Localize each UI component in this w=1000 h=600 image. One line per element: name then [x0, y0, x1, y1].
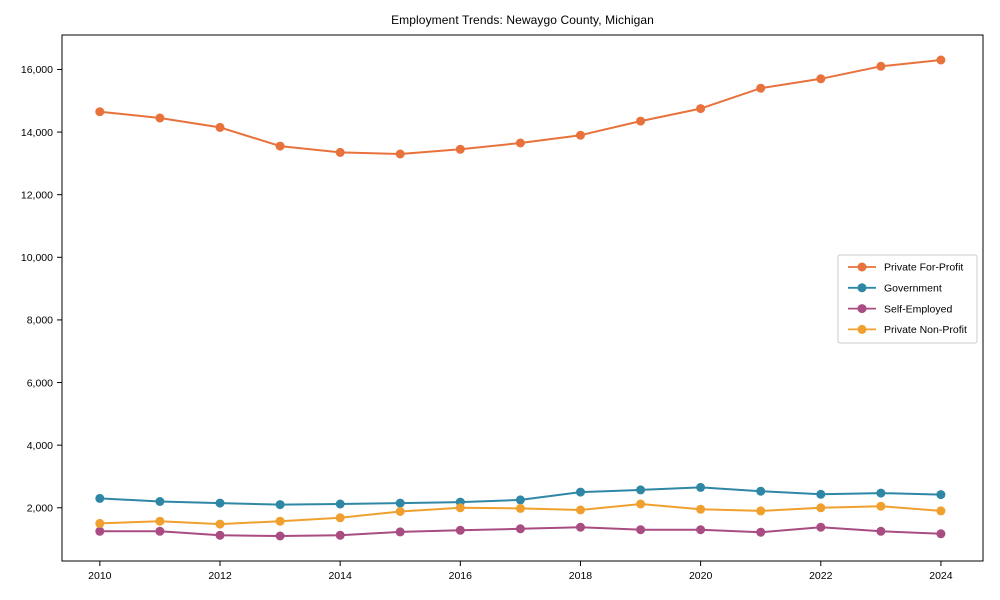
data-point-marker — [335, 530, 345, 540]
data-point-marker — [636, 485, 646, 495]
legend-item-private-non-profit: Private Non-Profit — [848, 324, 967, 336]
data-point-marker — [816, 74, 826, 84]
data-point-marker — [876, 526, 886, 536]
data-point-marker — [275, 141, 285, 151]
data-point-marker — [576, 487, 585, 497]
legend-label: Private For-Profit — [884, 262, 963, 274]
data-point-marker — [636, 525, 646, 535]
x-axis-tick-label: 2016 — [449, 570, 473, 582]
data-point-marker — [395, 149, 405, 159]
data-point-marker — [275, 500, 285, 510]
data-point-marker — [816, 522, 826, 532]
legend-item-government: Government — [848, 283, 942, 295]
data-point-marker — [816, 503, 826, 513]
legend-box — [837, 254, 978, 344]
data-point-marker — [576, 522, 585, 532]
y-axis-tick-label: 10,000 — [21, 252, 53, 264]
data-point-marker — [576, 505, 585, 515]
series-self-employed — [95, 522, 946, 541]
data-point-marker — [876, 501, 886, 511]
data-point-marker — [756, 527, 766, 537]
data-point-marker — [275, 531, 285, 541]
data-point-marker — [756, 506, 766, 516]
legend-marker-icon — [857, 262, 867, 272]
legend-label: Private Non-Profit — [884, 324, 967, 336]
data-point-marker — [696, 525, 706, 535]
data-point-marker — [756, 486, 766, 496]
y-axis-tick-label: 12,000 — [21, 189, 53, 201]
data-point-marker — [275, 516, 285, 526]
data-point-marker — [515, 495, 525, 505]
data-point-marker — [395, 498, 405, 508]
data-point-marker — [515, 503, 525, 513]
data-point-marker — [455, 525, 465, 535]
data-point-marker — [576, 130, 585, 140]
data-point-marker — [395, 507, 405, 516]
data-point-marker — [155, 526, 165, 536]
y-axis-tick-label: 16,000 — [21, 64, 53, 76]
data-point-marker — [636, 116, 646, 126]
data-point-marker — [95, 518, 105, 528]
data-point-marker — [936, 506, 946, 516]
data-point-marker — [696, 104, 706, 114]
data-point-marker — [335, 499, 345, 509]
legend-item-private-for-profit: Private For-Profit — [848, 262, 963, 274]
data-point-marker — [95, 493, 105, 503]
data-point-marker — [95, 107, 105, 117]
legend-marker-icon — [857, 304, 867, 314]
series-private-non-profit — [95, 499, 946, 529]
data-point-marker — [816, 489, 826, 499]
series-private-for-profit — [95, 55, 946, 159]
data-point-marker — [155, 516, 165, 526]
x-axis-tick-label: 2022 — [809, 570, 833, 582]
data-point-marker — [335, 147, 345, 157]
data-point-marker — [936, 55, 946, 65]
data-point-marker — [515, 524, 525, 534]
legend-marker-icon — [857, 324, 867, 334]
data-point-marker — [936, 529, 946, 539]
data-point-marker — [876, 488, 886, 498]
legend-item-self-employed: Self-Employed — [848, 303, 952, 315]
plot-area-border — [61, 34, 984, 562]
x-axis-tick-label: 2014 — [328, 570, 352, 582]
data-point-marker — [696, 482, 706, 492]
chart-title: Employment Trends: Newaygo County, Michi… — [391, 13, 654, 27]
y-axis-tick-label: 8,000 — [27, 315, 53, 327]
data-point-marker — [696, 504, 706, 514]
data-point-marker — [155, 497, 165, 506]
x-axis-tick-label: 2010 — [88, 570, 112, 582]
legend-label: Self-Employed — [884, 303, 952, 315]
data-point-marker — [215, 122, 225, 132]
data-point-marker — [215, 498, 225, 508]
data-point-marker — [936, 490, 946, 500]
data-point-marker — [395, 527, 405, 537]
y-axis-tick-label: 14,000 — [21, 127, 53, 139]
y-axis-tick-label: 2,000 — [27, 503, 53, 515]
data-point-marker — [215, 530, 225, 540]
data-point-marker — [876, 61, 886, 71]
legend: Private For-Profit Government Self-Employe… — [837, 254, 978, 344]
data-point-marker — [455, 503, 465, 513]
x-axis-tick-label: 2020 — [689, 570, 713, 582]
data-point-marker — [155, 113, 165, 123]
y-axis-tick-label: 4,000 — [27, 440, 53, 452]
data-point-marker — [335, 513, 345, 523]
x-axis-tick-label: 2012 — [208, 570, 232, 582]
legend-label: Government — [884, 283, 942, 295]
data-point-marker — [95, 526, 105, 536]
data-point-marker — [636, 499, 646, 509]
data-point-marker — [455, 144, 465, 154]
x-axis-tick-label: 2024 — [929, 570, 953, 582]
data-point-marker — [515, 138, 525, 148]
data-point-marker — [215, 519, 225, 529]
x-axis-tick-label: 2018 — [569, 570, 593, 582]
y-axis-tick-label: 6,000 — [27, 377, 53, 389]
data-point-marker — [756, 83, 766, 93]
legend-marker-icon — [857, 283, 867, 293]
